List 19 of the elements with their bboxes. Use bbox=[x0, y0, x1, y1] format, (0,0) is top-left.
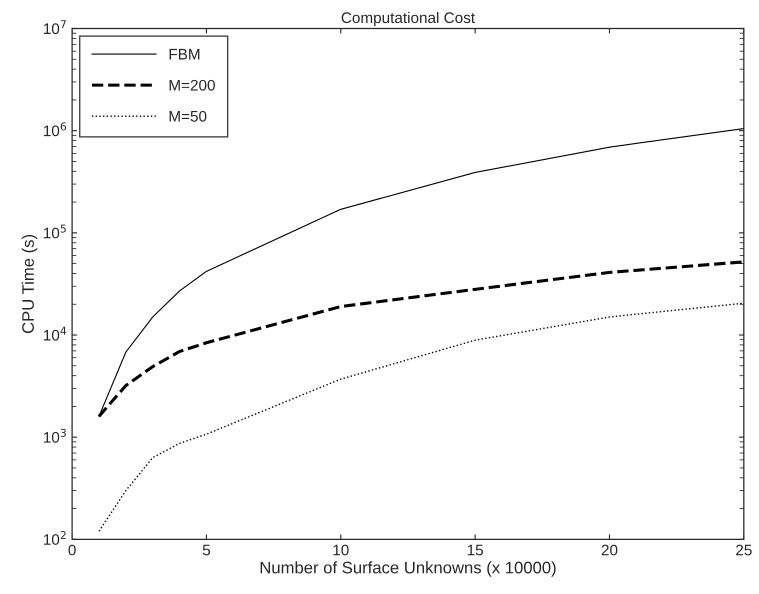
y-tick-label: 10$^{5}$ bbox=[44, 224, 66, 238]
x-tick-label: 15 bbox=[468, 544, 483, 556]
chart-title: Computational Cost bbox=[342, 12, 475, 26]
line-series bbox=[98, 302, 744, 532]
legend-label: M=200 bbox=[170, 80, 215, 91]
y-tick-label: 10$^{7}$ bbox=[44, 20, 66, 34]
x-tick-label: 0 bbox=[68, 544, 76, 556]
x-tick-label: 5 bbox=[202, 544, 210, 556]
legend-label: M=50 bbox=[170, 110, 206, 122]
y-tick-label: 10$^{2}$ bbox=[44, 530, 66, 545]
x-tick-label: 10 bbox=[333, 544, 349, 556]
x-tick-label: 25 bbox=[736, 544, 752, 556]
x-axis-title: Number of Surface Unknowns (x 10000) bbox=[260, 561, 556, 577]
x-tick-label: 20 bbox=[602, 544, 618, 556]
y-tick-label: 10$^{4}$ bbox=[44, 326, 66, 341]
y-axis-title: CPU Time (s) bbox=[22, 234, 38, 334]
y-tick-label: 10$^{3}$ bbox=[44, 428, 66, 443]
y-tick-label: 10$^{6}$ bbox=[44, 122, 66, 136]
legend-label: FBM bbox=[170, 48, 200, 60]
